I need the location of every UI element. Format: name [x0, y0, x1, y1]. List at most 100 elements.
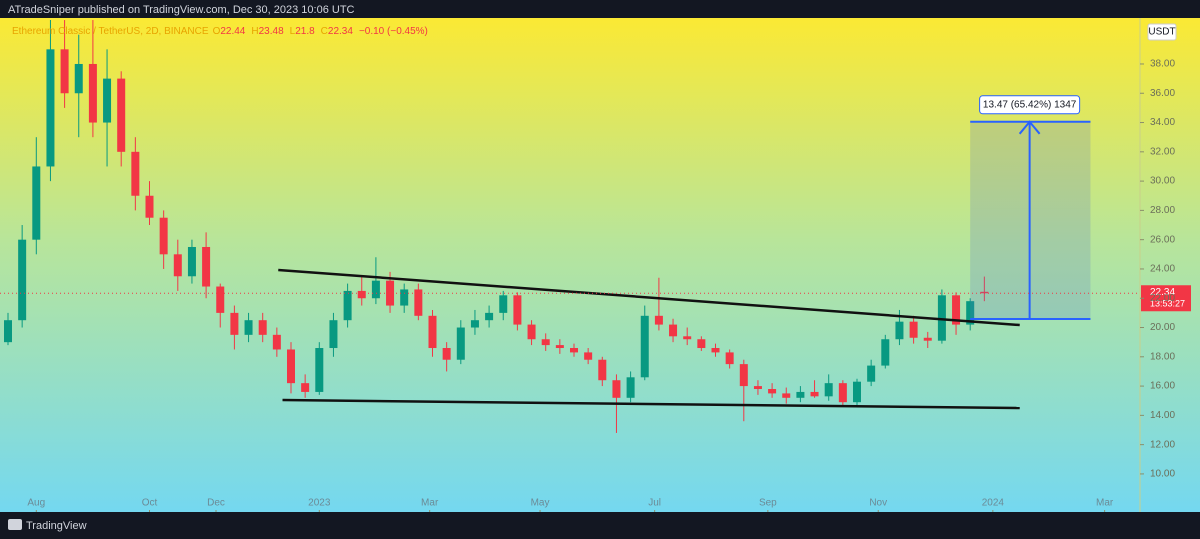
candle-body — [513, 295, 522, 325]
candle-body — [230, 312, 239, 335]
candle-body — [145, 195, 154, 218]
candle-body — [654, 315, 663, 325]
countdown: 13:53:27 — [1150, 299, 1185, 309]
candle-body — [18, 239, 27, 321]
header: ATradeSniper published on TradingView.co… — [8, 4, 355, 16]
candle-body — [456, 327, 465, 360]
candle-body — [584, 352, 593, 360]
y-tick-label: 24.00 — [1150, 264, 1175, 275]
candle-body — [46, 49, 55, 167]
header-bar — [0, 0, 1200, 18]
candle-body — [343, 290, 352, 321]
y-tick-label: 26.00 — [1150, 234, 1175, 245]
last-price-label: 22.34 — [1150, 287, 1175, 298]
legend-value: 23.48 — [259, 26, 284, 37]
logo — [8, 519, 22, 530]
candle-body — [853, 381, 861, 403]
y-tick-label: 36.00 — [1150, 88, 1175, 99]
y-tick-label: 22.00 — [1150, 293, 1175, 304]
candle-body — [159, 217, 168, 255]
candle-body — [499, 295, 508, 313]
currency-box — [1147, 23, 1177, 41]
candle-body — [711, 348, 720, 353]
candle-body — [541, 339, 550, 346]
candle-body — [895, 321, 904, 340]
candle-body — [442, 348, 451, 360]
candle-body — [470, 320, 479, 328]
candle-body — [386, 280, 395, 306]
trendline — [282, 398, 1020, 410]
x-tick-label: Nov — [869, 498, 887, 509]
candle-body — [103, 78, 112, 123]
candle-body — [867, 365, 876, 382]
candle-body — [216, 286, 225, 313]
x-tick-label: Oct — [142, 498, 158, 509]
legend-value: 22.34 — [328, 26, 353, 37]
candle-body — [697, 339, 706, 349]
candle-body — [414, 289, 423, 316]
legend-value: 21.8 — [295, 26, 315, 37]
candle-body — [923, 337, 932, 341]
x-tick-label: Mar — [421, 498, 439, 509]
candle-body — [258, 320, 267, 335]
candle-body — [980, 291, 989, 294]
candle-body — [287, 349, 295, 384]
candle-body — [810, 391, 819, 397]
legend: Ethereum Classic / TetherUS, 2D, BINANCE… — [12, 26, 428, 37]
y-tick-label: 16.00 — [1150, 381, 1175, 392]
last-price-box — [1141, 285, 1191, 312]
x-tick-label: 2024 — [982, 498, 1005, 509]
candle-body — [570, 348, 578, 353]
candle-body — [357, 290, 366, 299]
candle-body — [626, 377, 635, 398]
x-tick-label: Sep — [759, 498, 777, 509]
candle-body — [371, 280, 380, 299]
x-tick-label: 2023 — [308, 498, 331, 509]
candle-body — [301, 383, 310, 392]
legend-value: 22.44 — [220, 26, 245, 37]
candle-body — [739, 364, 748, 387]
legend-symbol: Ethereum Classic / TetherUS, 2D, BINANCE — [12, 26, 209, 37]
y-tick-label: 10.00 — [1150, 469, 1175, 480]
candle-body — [117, 78, 126, 152]
plot — [0, 20, 1140, 433]
candle-body — [598, 359, 607, 381]
y-tick-label: 20.00 — [1150, 322, 1175, 333]
candle-body — [881, 339, 890, 366]
y-tick-label: 18.00 — [1150, 351, 1175, 362]
candle-body — [555, 345, 564, 349]
candle-body — [612, 380, 621, 398]
y-tick-label: 34.00 — [1150, 117, 1175, 128]
candle-body — [753, 386, 762, 390]
candle-body — [909, 321, 918, 338]
candle-body — [796, 391, 805, 398]
candle-body — [485, 312, 494, 321]
y-tick-label: 38.00 — [1150, 59, 1175, 70]
candle-body — [768, 389, 777, 394]
candle-body — [782, 393, 791, 398]
x-tick-label: Mar — [1096, 498, 1114, 509]
legend-letter: O — [213, 26, 221, 37]
candle-body — [4, 320, 12, 343]
candle-body — [60, 49, 69, 94]
candle-body — [173, 254, 182, 277]
currency: USDT — [1148, 27, 1175, 38]
candle-body — [315, 348, 324, 392]
y-tick-label: 12.00 — [1150, 439, 1175, 450]
y-tick-label: 14.00 — [1150, 410, 1175, 421]
candle-body — [428, 315, 437, 349]
trendline — [278, 268, 1020, 327]
footer: TradingView — [26, 520, 87, 532]
x-tick-label: May — [531, 498, 550, 509]
footer-bar — [0, 512, 1200, 539]
legend-letter: H — [251, 26, 258, 37]
candle-body — [272, 334, 281, 350]
y-tick-label: 28.00 — [1150, 205, 1175, 216]
x-tick-label: Dec — [207, 498, 225, 509]
x-tick-label: Aug — [27, 498, 45, 509]
y-tick-label: 32.00 — [1150, 146, 1175, 157]
candle-body — [725, 352, 734, 365]
candle-body — [187, 246, 196, 277]
candle-body — [824, 383, 833, 397]
candle-body — [88, 63, 97, 123]
